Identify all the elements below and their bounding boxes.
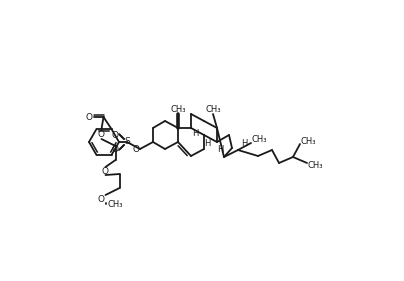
- Text: CH₃: CH₃: [108, 200, 123, 209]
- Text: CH₃: CH₃: [251, 135, 267, 144]
- Text: H: H: [192, 128, 198, 137]
- Text: H: H: [204, 139, 210, 148]
- Text: O: O: [102, 167, 109, 176]
- Text: S: S: [124, 137, 130, 146]
- Text: H: H: [217, 146, 223, 155]
- Text: CH₃: CH₃: [205, 105, 221, 114]
- Text: CH₃: CH₃: [307, 162, 323, 171]
- Text: O: O: [112, 144, 118, 153]
- Text: O: O: [98, 194, 105, 203]
- Text: O: O: [133, 146, 139, 155]
- Text: CH₃: CH₃: [170, 105, 186, 114]
- Text: O: O: [86, 112, 93, 121]
- Text: CH₃: CH₃: [300, 137, 316, 146]
- Text: H: H: [241, 139, 247, 148]
- Text: O: O: [98, 130, 105, 139]
- Text: O: O: [112, 130, 118, 139]
